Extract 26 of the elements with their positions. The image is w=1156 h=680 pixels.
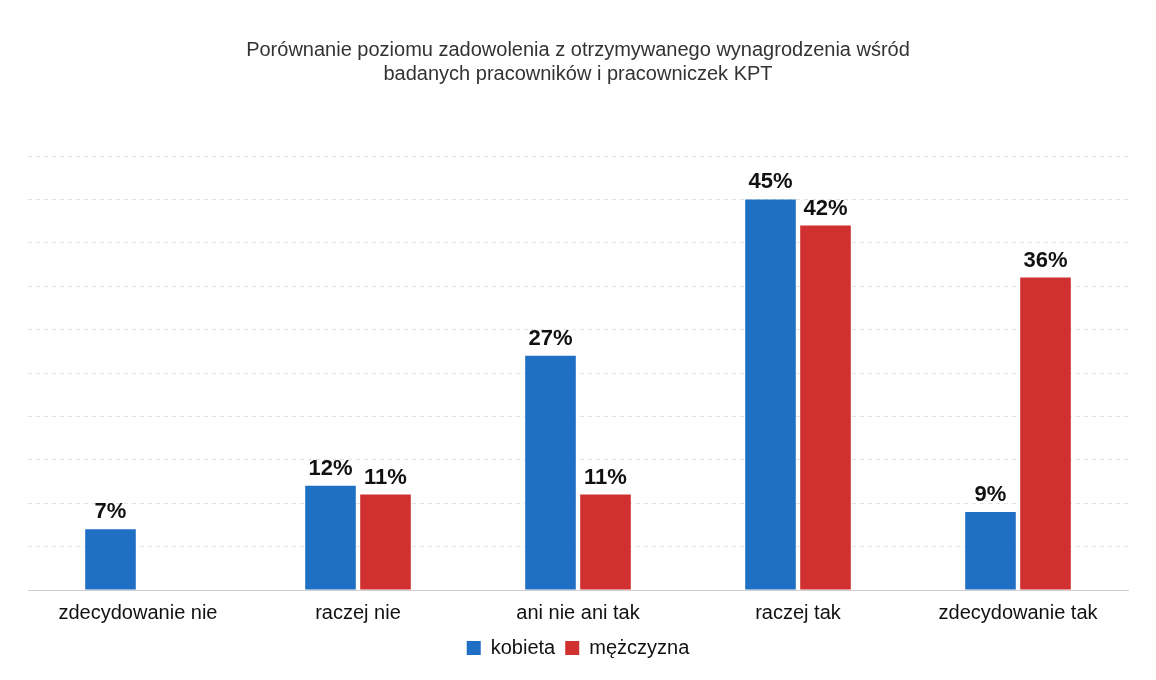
bar (360, 494, 411, 590)
data-label: 42% (803, 194, 848, 220)
bar (1020, 277, 1071, 590)
x-tick-label: zdecydowanie nie (58, 600, 218, 623)
x-tick-label: ani nie ani tak (516, 600, 641, 623)
x-tick-label: zdecydowanie tak (938, 600, 1099, 623)
bar (525, 355, 576, 590)
bar (800, 225, 851, 590)
x-tick-label: raczej tak (755, 600, 842, 623)
data-label: 45% (748, 168, 793, 194)
data-label: 7% (94, 498, 127, 524)
data-label: 36% (1023, 246, 1068, 272)
bar (580, 494, 631, 590)
data-label: 27% (528, 324, 573, 350)
bar (85, 529, 136, 590)
legend-label: mężczyzna (589, 635, 691, 658)
bar (965, 511, 1016, 590)
data-label: 11% (364, 463, 407, 489)
chart-title: Porównanie poziomu zadowolenia z otrzymywanego wynagrodzenia wśród badanych pracowników i pracowniczek KPT (246, 37, 910, 84)
data-label: 12% (308, 454, 353, 480)
bar (305, 485, 356, 590)
data-label: 9% (974, 480, 1007, 506)
bar (745, 199, 796, 590)
legend-label: kobieta (490, 635, 557, 658)
x-tick-label: raczej nie (315, 600, 401, 623)
data-label: 11% (584, 463, 627, 489)
